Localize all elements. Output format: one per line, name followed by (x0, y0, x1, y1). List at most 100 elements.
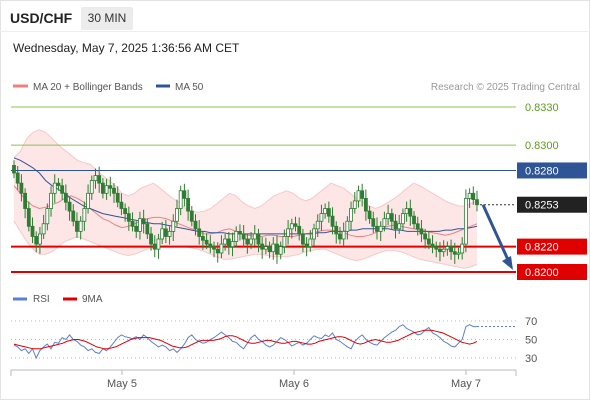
candle-body-77 (297, 225, 302, 235)
candle-body-8 (41, 223, 46, 235)
ma50-legend-label: MA 50 (175, 82, 204, 93)
candle-body-108 (412, 215, 416, 225)
candle-body-23 (97, 175, 102, 184)
resistance-label-0: 0.8330 (525, 102, 559, 114)
candle-body-37 (149, 233, 153, 245)
candle-body-65 (252, 233, 257, 240)
candle-body-81 (312, 228, 316, 240)
candle-body-26 (108, 185, 113, 189)
candle-body-31 (126, 213, 131, 222)
rsi-tick-50: 50 (525, 335, 537, 347)
last-price-label-box (517, 196, 587, 213)
candle-body-90 (345, 220, 350, 232)
candle-body-22 (93, 175, 98, 182)
candle-body-113 (430, 243, 435, 248)
candle-body-19 (82, 208, 87, 222)
candle-body-105 (401, 213, 405, 225)
support-label-5: 0.8200 (525, 267, 559, 279)
support-label-box-5 (517, 264, 587, 280)
candle-body-58 (226, 238, 231, 248)
candle-body-120 (456, 252, 461, 255)
rsi-line (13, 324, 477, 360)
candle-body-125 (475, 199, 479, 206)
candle-body-11 (52, 182, 57, 194)
candle-body-74 (286, 228, 290, 237)
candle-body-69 (267, 246, 272, 253)
candle-body-76 (293, 223, 298, 227)
candle-body-100 (382, 218, 387, 227)
candle-body-89 (341, 230, 346, 240)
candle-body-72 (278, 246, 283, 255)
candle-body-88 (338, 233, 342, 240)
level-labels: 0.8330 0.8300 0.8280 0.8253 0.8220 0.8200 (517, 102, 587, 280)
candle-body-64 (249, 238, 253, 245)
candle-body-92 (352, 200, 357, 209)
candle-body-84 (323, 208, 328, 215)
candle-body-51 (201, 236, 205, 241)
candle-body-52 (204, 239, 209, 245)
rsi-panel: 70 50 30 (11, 316, 537, 365)
candle-body-121 (460, 243, 465, 254)
time-tick-label-0: May 5 (107, 378, 137, 390)
candle-body-47 (186, 197, 190, 212)
candle-body-82 (315, 220, 320, 230)
candle-body-102 (389, 213, 394, 222)
candle-body-10 (49, 192, 53, 209)
candle-body-20 (86, 192, 90, 209)
bollinger-upper (13, 129, 478, 213)
candle-body-87 (334, 225, 339, 235)
forecast-arrow-shaft (481, 204, 511, 263)
candle-body-73 (282, 236, 287, 248)
candle-body-0 (12, 164, 16, 174)
candle-body-104 (397, 223, 402, 230)
candle-body-110 (419, 228, 424, 235)
candle-body-9 (45, 208, 50, 225)
candle-body-13 (60, 185, 65, 194)
candle-body-66 (256, 233, 261, 245)
candle-body-116 (441, 248, 446, 253)
candle-body-53 (208, 243, 213, 248)
candle-body-60 (234, 230, 239, 242)
candle-body-99 (378, 225, 383, 232)
rsi-legend-label: RSI (33, 294, 50, 305)
candle-body-6 (34, 236, 39, 245)
candle-body-63 (245, 238, 250, 245)
candle-body-44 (175, 208, 179, 222)
candle-body-29 (119, 201, 124, 209)
candle-body-91 (349, 208, 353, 222)
candle-body-111 (423, 233, 428, 240)
time-tick-label-2: May 7 (451, 378, 481, 390)
candle-body-4 (26, 208, 31, 227)
candle-body-119 (452, 251, 457, 255)
candle-body-103 (393, 220, 398, 230)
candle-body-14 (63, 192, 68, 203)
candle-body-78 (301, 233, 305, 245)
resistance-label-1: 0.8300 (525, 140, 559, 152)
candle-body-21 (89, 180, 94, 194)
candle-body-75 (289, 223, 294, 230)
time-tick-label-1: May 6 (279, 378, 309, 390)
candle-body-45 (178, 190, 183, 209)
candle-body-33 (134, 225, 139, 232)
candle-body-2 (19, 182, 24, 194)
candle-body-112 (426, 238, 431, 245)
symbol-title: USD/CHF (10, 10, 73, 26)
candle-body-95 (363, 197, 368, 212)
support-label-4: 0.8220 (525, 242, 559, 254)
timeframe-badge[interactable]: 30 MIN (81, 7, 133, 30)
candle-body-114 (434, 246, 439, 250)
candle-body-67 (260, 243, 265, 250)
candle-body-115 (438, 248, 442, 253)
candle-body-50 (197, 228, 202, 237)
candle-body-101 (386, 213, 391, 220)
candle-body-86 (330, 215, 335, 227)
candle-body-118 (449, 246, 453, 253)
rsi-tick-30: 30 (525, 353, 537, 365)
candle-body-32 (130, 220, 135, 227)
candle-body-28 (115, 192, 120, 203)
candle-body-12 (56, 182, 61, 187)
candle-body-71 (275, 243, 279, 255)
candle-body-107 (408, 208, 413, 217)
candle-body-41 (163, 228, 168, 237)
